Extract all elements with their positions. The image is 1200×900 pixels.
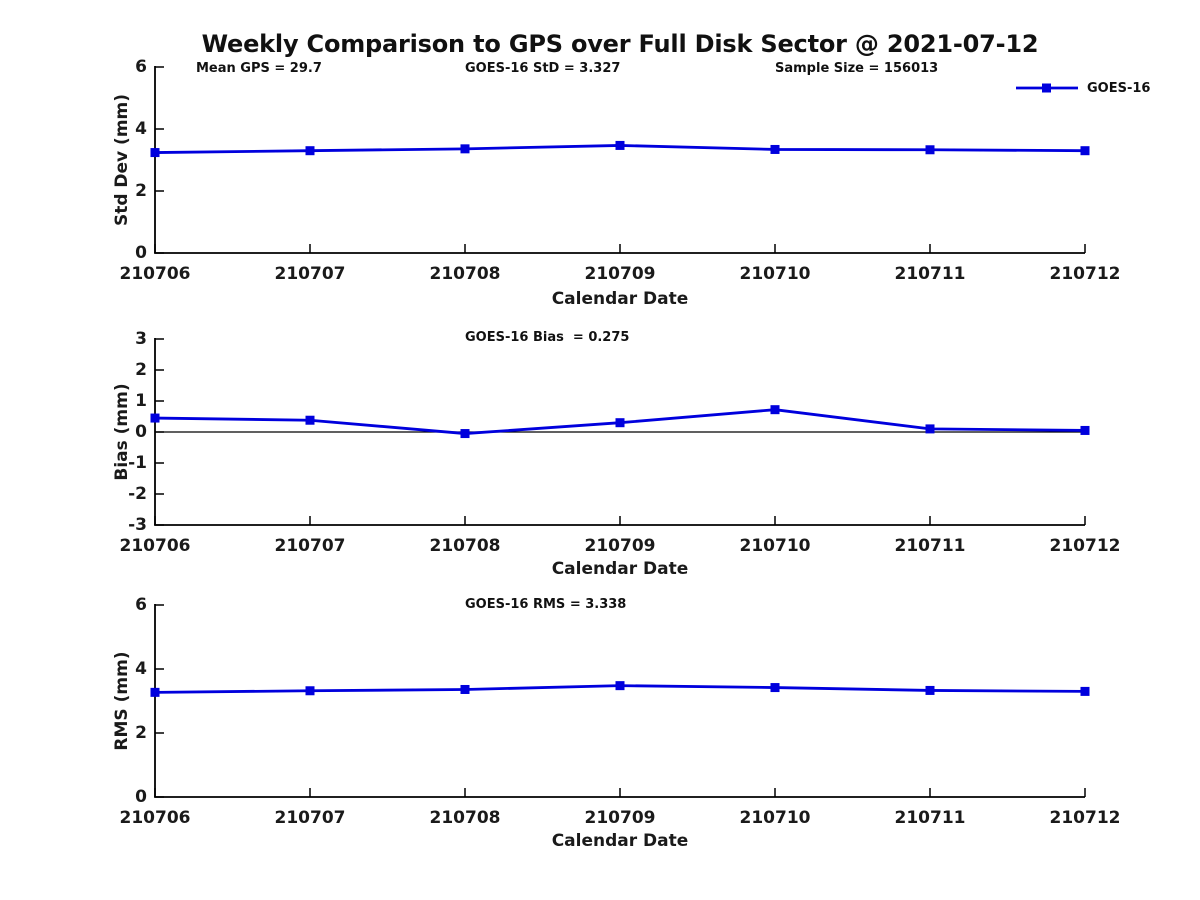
x-tick-label: 210709	[584, 808, 656, 828]
y-tick-label: -1	[128, 453, 147, 473]
data-point-marker	[770, 405, 780, 415]
data-point-marker	[150, 148, 160, 158]
data-point-marker	[305, 146, 315, 156]
x-axis-label-bottom-panel: Calendar Date	[551, 831, 689, 851]
y-axis-label-std-dev: Std Dev (mm)	[112, 93, 132, 227]
x-tick-label: 210706	[119, 264, 191, 284]
data-point-marker	[305, 686, 315, 696]
y-tick-label: 3	[135, 329, 147, 349]
x-tick-label: 210709	[584, 536, 656, 556]
y-tick-label: 6	[135, 595, 147, 615]
x-tick-label: 210706	[119, 536, 191, 556]
x-tick-label: 210711	[894, 808, 966, 828]
x-axis-label-middle-panel: Calendar Date	[551, 559, 689, 579]
legend-line-icon	[1016, 83, 1078, 93]
x-tick-label: 210708	[429, 808, 501, 828]
data-point-marker	[1080, 146, 1090, 156]
data-point-marker	[305, 415, 315, 425]
y-tick-label: 2	[135, 360, 147, 380]
x-tick-label: 210709	[584, 264, 656, 284]
y-tick-label: 1	[135, 391, 147, 411]
chart-title: Weekly Comparison to GPS over Full Disk …	[201, 30, 1039, 58]
x-tick-label: 210706	[119, 808, 191, 828]
data-point-marker	[925, 685, 935, 695]
x-tick-label: 210712	[1049, 536, 1121, 556]
y-tick-label: -2	[128, 484, 147, 504]
x-tick-label: 210708	[429, 264, 501, 284]
x-tick-label: 210707	[274, 264, 346, 284]
data-point-marker	[925, 145, 935, 155]
x-tick-label: 210712	[1049, 808, 1121, 828]
data-point-marker	[615, 418, 625, 428]
x-axis-label-top-panel: Calendar Date	[551, 289, 689, 309]
x-tick-label: 210711	[894, 536, 966, 556]
data-point-marker	[1080, 686, 1090, 696]
annotation-mean-gps: Mean GPS = 29.7	[196, 61, 322, 76]
data-point-marker	[150, 413, 160, 423]
legend-label: GOES-16	[1087, 80, 1151, 96]
y-tick-label: 2	[135, 181, 147, 201]
x-tick-label: 210708	[429, 536, 501, 556]
y-tick-label: 6	[135, 57, 147, 77]
data-point-marker	[460, 684, 470, 694]
data-point-marker	[150, 687, 160, 697]
x-tick-label: 210707	[274, 808, 346, 828]
data-point-marker	[770, 144, 780, 154]
x-tick-label: 210707	[274, 536, 346, 556]
data-point-marker	[615, 140, 625, 150]
y-tick-label: 4	[135, 659, 147, 679]
x-tick-label: 210711	[894, 264, 966, 284]
data-point-marker	[615, 681, 625, 691]
y-tick-label: 4	[135, 119, 147, 139]
data-point-marker	[925, 424, 935, 434]
data-point-marker	[460, 429, 470, 439]
annotation-goes16-std: GOES-16 StD = 3.327	[465, 61, 621, 76]
y-tick-label: 0	[135, 787, 147, 807]
data-point-marker	[460, 144, 470, 154]
y-tick-label: 0	[135, 243, 147, 263]
x-tick-label: 210710	[739, 808, 811, 828]
y-tick-label: -3	[128, 515, 147, 535]
data-point-marker	[1080, 425, 1090, 435]
x-tick-label: 210712	[1049, 264, 1121, 284]
legend: GOES-16	[1014, 80, 1150, 96]
annotation-sample-size: Sample Size = 156013	[775, 61, 939, 76]
y-tick-label: 2	[135, 723, 147, 743]
y-tick-label: 0	[135, 422, 147, 442]
x-tick-label: 210710	[739, 536, 811, 556]
x-tick-label: 210710	[739, 264, 811, 284]
annotation-goes16-bias: GOES-16 Bias = 0.275	[465, 330, 630, 345]
data-point-marker	[770, 683, 780, 693]
annotation-goes16-rms: GOES-16 RMS = 3.338	[465, 597, 627, 612]
